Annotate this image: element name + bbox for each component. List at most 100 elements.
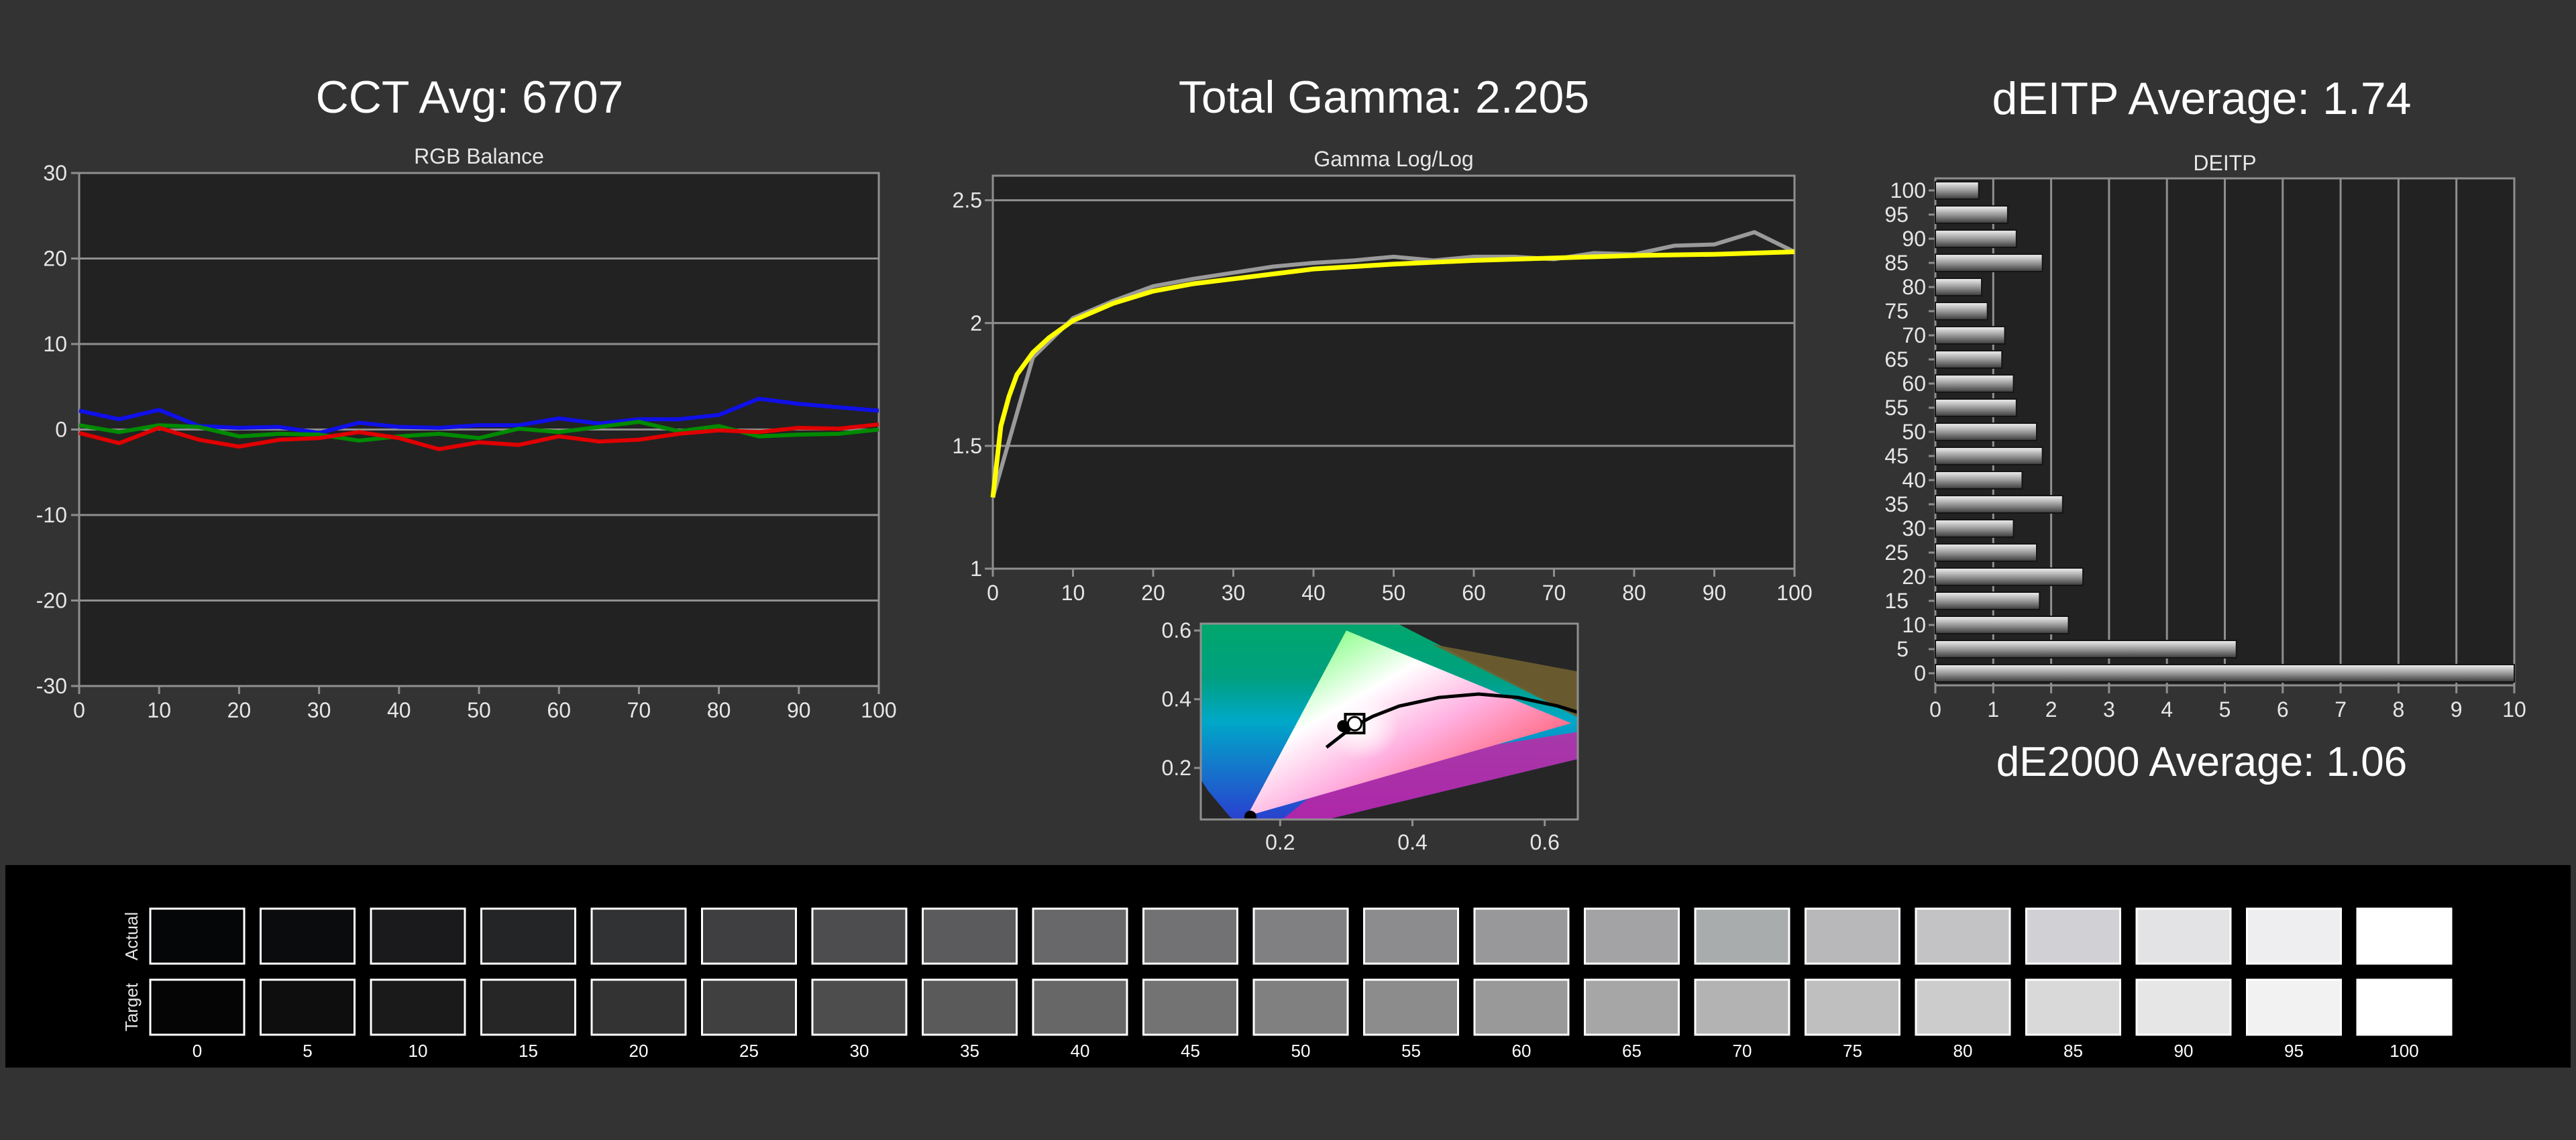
- deitp-bar: [1935, 205, 2008, 224]
- deitp-y-tick-label: 70: [1902, 323, 1926, 347]
- target-swatch: [922, 978, 1018, 1036]
- gamma-x-tick-label: 30: [1222, 581, 1246, 605]
- target-swatch: [1363, 978, 1459, 1036]
- target-swatch: [1694, 978, 1790, 1036]
- rgb-y-tick-label: 10: [43, 332, 67, 356]
- swatch-label: 40: [1071, 1041, 1090, 1061]
- target-swatch: [480, 978, 576, 1036]
- actual-swatch: [1915, 907, 2011, 965]
- deitp-y-tick-label: 85: [1884, 251, 1909, 275]
- actual-swatch: [1142, 907, 1238, 965]
- rgb-blue-line: [78, 396, 879, 435]
- deitp-y-tick-label: 40: [1902, 468, 1926, 492]
- rgb-y-tick-label: 30: [43, 161, 67, 185]
- swatch-label: 50: [1291, 1041, 1311, 1061]
- actual-swatch: [2025, 907, 2121, 965]
- rgb-y-tick-label: 20: [43, 247, 67, 271]
- target-row-label: Target: [121, 982, 142, 1031]
- deitp-bar: [1935, 519, 2015, 538]
- cie-white-glow: [1319, 683, 1413, 764]
- cie-white-target-point: [1346, 716, 1362, 732]
- rgb-x-tick-label: 60: [547, 698, 571, 722]
- deitp-y-tick-label: 45: [1884, 444, 1909, 468]
- swatch-label: 85: [2063, 1041, 2083, 1061]
- deitp-y-tick-label: 55: [1884, 396, 1909, 420]
- gamma-y-tick-label: 1: [970, 557, 982, 581]
- deitp-y-tick-label: 15: [1884, 589, 1909, 613]
- cie-chromaticity-chart: 0.2 0.4 0.6 0.2 0.4 0.6: [1162, 618, 1579, 854]
- swatch-label: 65: [1622, 1041, 1642, 1061]
- target-swatch: [590, 978, 687, 1036]
- rgb-x-tick-label: 90: [787, 698, 811, 722]
- deitp-bar: [1935, 616, 2070, 634]
- deitp-y-tick-label: 10: [1902, 613, 1926, 637]
- gamma-measured-line: [991, 230, 1796, 498]
- cie-y-tick-label: 0.6: [1162, 618, 1191, 642]
- rgb-x-tick-label: 40: [387, 698, 411, 722]
- actual-swatch: [2246, 907, 2342, 965]
- cie-y-tick-label: 0.2: [1162, 756, 1191, 780]
- swatch-label: 90: [2174, 1041, 2194, 1061]
- actual-swatch: [370, 907, 466, 965]
- deitp-bar: [1935, 471, 2023, 490]
- gamma-y-tick-label: 2: [970, 311, 982, 335]
- gamma-x-tick-label: 70: [1542, 581, 1566, 605]
- deitp-bar: [1935, 326, 2006, 345]
- gamma-x-tick-label: 60: [1462, 581, 1486, 605]
- cie-x-tick-label: 0.4: [1397, 830, 1427, 854]
- deitp-subtitle: DEITP: [2193, 151, 2256, 175]
- target-swatch: [2135, 978, 2232, 1036]
- cie-white-measured-point: [1337, 720, 1350, 732]
- rgb-x-tick-label: 0: [73, 698, 85, 722]
- deitp-bar: [1935, 495, 2063, 514]
- rgb-red-line: [78, 422, 879, 451]
- deitp-y-tick-label: 100: [1890, 178, 1926, 203]
- deitp-x-tick-label: 8: [2393, 697, 2405, 722]
- cie-frame: [1199, 622, 1579, 821]
- actual-swatch: [1694, 907, 1790, 965]
- target-swatch: [1805, 978, 1900, 1036]
- deitp-y-tick-label: 60: [1902, 372, 1926, 396]
- deitp-y-tick-label: 5: [1896, 637, 1909, 661]
- deitp-x-tick-label: 4: [2161, 697, 2173, 722]
- actual-row-label: Actual: [121, 912, 142, 960]
- actual-swatch: [811, 907, 908, 965]
- swatch-label: 95: [2284, 1041, 2304, 1061]
- actual-swatch: [922, 907, 1018, 965]
- gamma-x-tick-label: 90: [1703, 581, 1727, 605]
- target-swatch: [2246, 978, 2342, 1036]
- gamma-x-tick-label: 10: [1061, 581, 1085, 605]
- deitp-x-tick-label: 0: [1929, 697, 1941, 722]
- actual-swatch: [1805, 907, 1900, 965]
- deitp-bar: [1935, 253, 2043, 272]
- actual-swatch: [149, 907, 246, 965]
- cie-x-tick-label: 0.2: [1265, 830, 1295, 854]
- deitp-bar: [1935, 447, 2043, 465]
- swatch-label: 70: [1733, 1041, 1752, 1061]
- cie-spectrum: [1201, 624, 1578, 819]
- actual-swatch: [1363, 907, 1459, 965]
- swatch-label: 75: [1843, 1041, 1862, 1061]
- deitp-x-tick-label: 3: [2103, 697, 2115, 722]
- cie-olive-region: [1432, 644, 1578, 718]
- target-swatch: [370, 978, 466, 1036]
- target-swatch: [2025, 978, 2121, 1036]
- target-swatch: [149, 978, 246, 1036]
- cie-purple-region: [1282, 732, 1578, 819]
- gamma-y-tick-label: 1.5: [953, 434, 982, 458]
- rgb-y-tick-label: -30: [36, 674, 67, 698]
- deitp-bar: [1935, 567, 2084, 586]
- deitp-y-tick-label: 95: [1884, 203, 1909, 227]
- cie-y-tick-label: 0.4: [1162, 687, 1191, 711]
- rgb-x-tick-label: 10: [147, 698, 171, 722]
- swatch-label: 10: [409, 1041, 428, 1061]
- gamma-x-tick-label: 50: [1382, 581, 1406, 605]
- swatch-label: 80: [1953, 1041, 1973, 1061]
- deitp-bar: [1935, 229, 2017, 248]
- target-swatch: [1473, 978, 1570, 1036]
- target-swatch: [1584, 978, 1680, 1036]
- gamma-y-tick-label: 2.5: [953, 188, 982, 213]
- deitp-y-tick-label: 65: [1884, 347, 1909, 372]
- swatch-label: 15: [519, 1041, 538, 1061]
